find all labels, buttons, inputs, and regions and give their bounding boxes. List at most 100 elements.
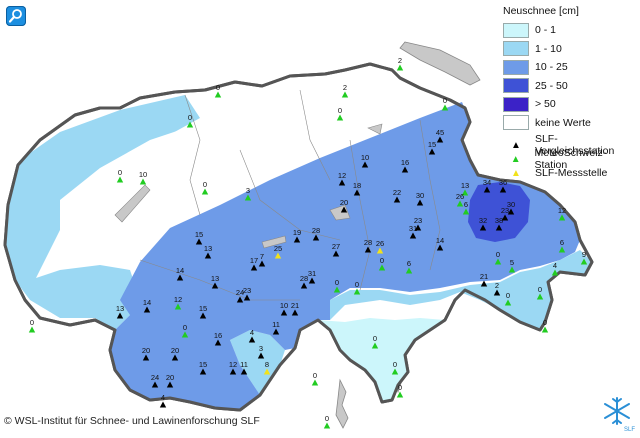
legend-symbols: ▲ SLF-Vergleichsstation ▲ MeteoSchweiz-Stat…	[503, 133, 637, 180]
station-marker-green	[181, 331, 189, 338]
zone-10-25-alps	[110, 102, 580, 410]
legend-symbol-row: ▲ MeteoSchweiz-Station	[503, 147, 637, 171]
station-marker-black	[171, 354, 179, 361]
zone-1-10-ticino	[318, 318, 445, 402]
station-marker-black	[166, 381, 174, 388]
station-marker-black	[436, 136, 444, 143]
legend-swatch	[503, 22, 529, 38]
station-marker-black	[416, 199, 424, 206]
station-marker-green	[353, 288, 361, 295]
station-marker-black	[293, 236, 301, 243]
legend-class-row: keine Werte	[503, 114, 637, 133]
yellow-triangle-icon: ▲	[511, 167, 521, 179]
station-marker-black	[250, 264, 258, 271]
station-marker-black	[499, 186, 507, 193]
station-value-label: 5	[510, 258, 514, 267]
station-marker-black	[353, 189, 361, 196]
station-value-label: 4	[553, 261, 557, 270]
station-value-label: 15	[195, 230, 203, 239]
legend-symbol-row: ▲ SLF-Vergleichsstation	[503, 133, 637, 157]
station-marker-black	[364, 246, 372, 253]
legend: Neuschnee [cm] 0 - 1 1 - 10 10 - 25 25 - 50…	[503, 4, 637, 180]
station-marker-black	[151, 381, 159, 388]
station-value-label: 21	[480, 272, 488, 281]
legend-classes: 0 - 1 1 - 10 10 - 25 25 - 50 > 50 keine Werte	[503, 21, 637, 132]
lake-constance	[399, 41, 481, 86]
station-value-label: 20	[340, 198, 348, 207]
station-value-label: 30	[416, 191, 424, 200]
legend-swatch	[503, 78, 529, 94]
station-value-label: 13	[116, 304, 124, 313]
station-marker-black	[401, 166, 409, 173]
station-value-label: 20	[171, 346, 179, 355]
station-marker-black	[257, 352, 265, 359]
station-marker-black	[272, 328, 280, 335]
legend-class-label: 25 - 50	[535, 79, 568, 92]
station-value-label: 34	[483, 178, 491, 187]
legend-class-row: 10 - 25	[503, 58, 637, 77]
zone-1-10-valais-south	[230, 330, 285, 395]
station-marker-black	[240, 368, 248, 375]
station-value-label: 27	[332, 242, 340, 251]
station-value-label: 3	[246, 186, 250, 195]
station-marker-green	[405, 267, 413, 274]
station-marker-black	[204, 252, 212, 259]
station-value-label: 12	[229, 360, 237, 369]
station-value-label: 12	[174, 295, 182, 304]
station-marker-green	[558, 214, 566, 221]
station-value-label: 30	[507, 200, 515, 209]
legend-class-label: keine Werte	[535, 116, 591, 129]
legend-class-row: 0 - 1	[503, 21, 637, 40]
station-marker-green	[244, 194, 252, 201]
station-value-label: 28	[312, 226, 320, 235]
station-marker-green	[311, 379, 319, 386]
station-value-label: 0	[443, 96, 447, 105]
station-value-label: 13	[204, 244, 212, 253]
station-marker-black	[479, 224, 487, 231]
station-marker-green	[333, 286, 341, 293]
station-value-label: 10	[280, 301, 288, 310]
station-value-label: 0	[393, 360, 397, 369]
station-value-label: 0	[538, 285, 542, 294]
station-marker-black	[214, 339, 222, 346]
station-value-label: 0	[335, 278, 339, 287]
station-marker-black	[159, 401, 167, 408]
legend-swatch	[503, 96, 529, 112]
station-marker-green	[323, 422, 331, 429]
station-value-label: 0	[355, 280, 359, 289]
legend-class-label: > 50	[535, 98, 556, 111]
station-value-label: 24	[236, 288, 244, 297]
station-marker-green	[341, 91, 349, 98]
station-marker-black	[199, 312, 207, 319]
station-marker-green	[551, 269, 559, 276]
station-marker-green	[504, 299, 512, 306]
station-value-label: 25	[274, 244, 282, 253]
station-value-label: 38	[495, 216, 503, 225]
station-value-label: 32	[479, 216, 487, 225]
copyright-text: © WSL-Institut für Schnee- und Lawinenfo…	[4, 415, 260, 427]
station-marker-black	[195, 238, 203, 245]
station-value-label: 13	[211, 274, 219, 283]
station-marker-green	[456, 200, 464, 207]
station-marker-green	[378, 264, 386, 271]
legend-class-label: 10 - 25	[535, 61, 568, 74]
legend-swatch	[503, 59, 529, 75]
station-value-label: 4	[250, 328, 254, 337]
station-value-label: 10	[361, 153, 369, 162]
zone-1-10-west	[15, 265, 140, 330]
station-marker-green	[201, 188, 209, 195]
station-marker-black	[483, 186, 491, 193]
station-value-label: 0	[188, 113, 192, 122]
legend-symbol-label: MeteoSchweiz-Station	[534, 147, 607, 171]
border-stroke	[3, 62, 594, 412]
magnifier-icon	[8, 9, 22, 23]
legend-swatch	[503, 115, 529, 131]
station-value-label: 14	[436, 236, 444, 245]
zoom-magnifier-button[interactable]	[6, 6, 26, 26]
station-value-label: 15	[428, 140, 436, 149]
station-marker-green	[494, 258, 502, 265]
station-value-label: 2	[495, 281, 499, 290]
station-marker-green	[174, 303, 182, 310]
station-value-label: 13	[461, 181, 469, 190]
station-marker-black	[308, 277, 316, 284]
